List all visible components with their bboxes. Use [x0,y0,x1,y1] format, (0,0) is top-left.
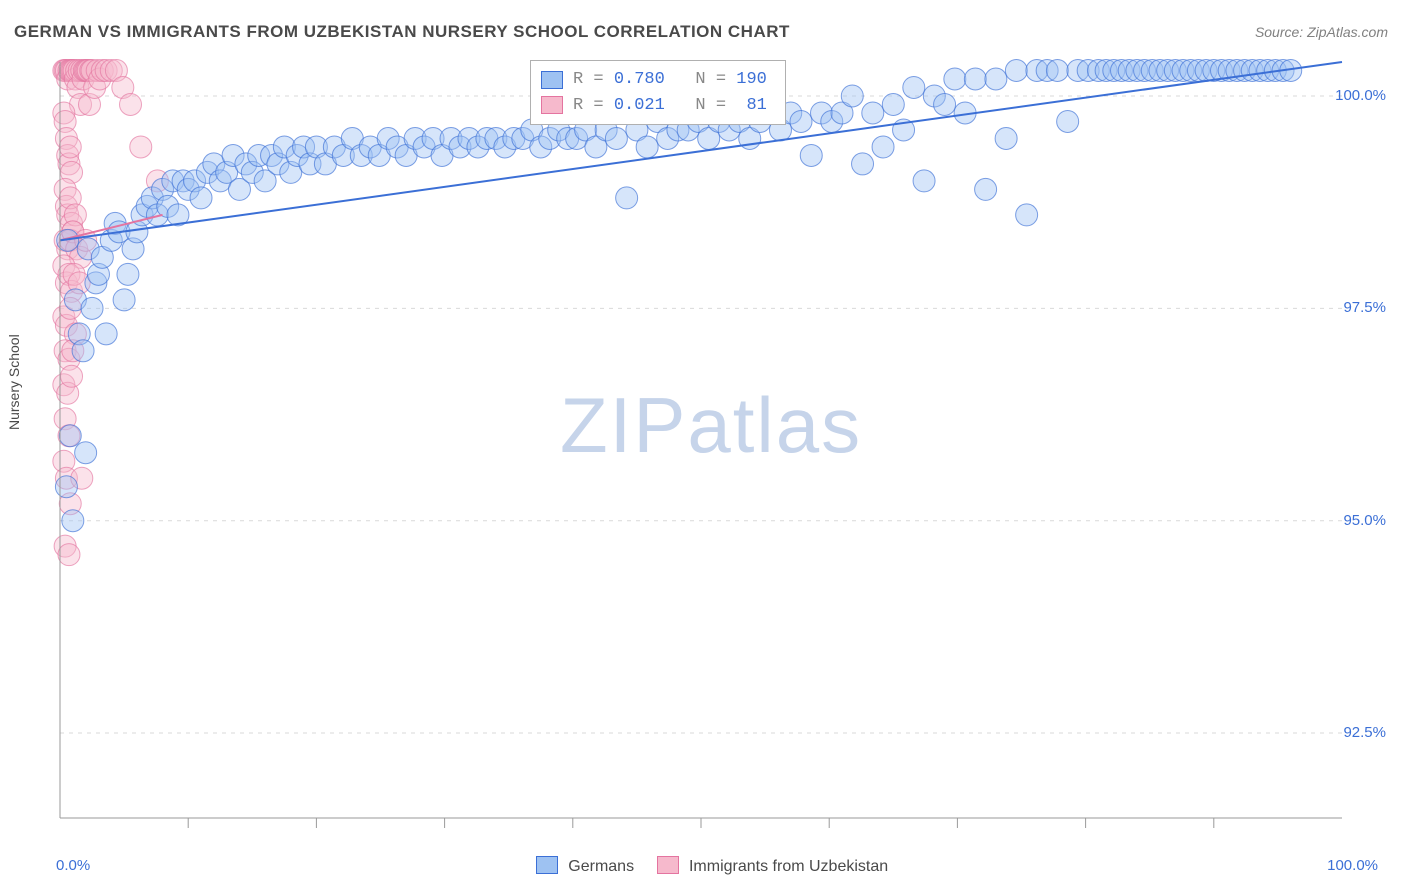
correlation-chart [52,58,1392,838]
stats-row-uzbekistan: R = 0.021 N = 81 [541,93,767,119]
legend-label-uzbekistan: Immigrants from Uzbekistan [689,858,888,875]
y-tick-label: 92.5% [1343,724,1386,741]
swatch-icon [541,71,563,89]
swatch-icon [536,856,558,874]
y-tick-label: 97.5% [1343,299,1386,316]
swatch-icon [541,96,563,114]
y-axis-label: Nursery School [6,334,22,430]
legend-label-germans: Germans [568,858,634,875]
y-tick-label: 100.0% [1335,87,1386,104]
stats-legend-box: R = 0.780 N = 190 R = 0.021 N = 81 [530,60,786,125]
y-tick-label: 95.0% [1343,512,1386,529]
source-attribution: Source: ZipAtlas.com [1255,24,1388,40]
swatch-icon [657,856,679,874]
stats-row-germans: R = 0.780 N = 190 [541,67,767,93]
chart-title: GERMAN VS IMMIGRANTS FROM UZBEKISTAN NUR… [14,22,790,42]
series-legend: Germans Immigrants from Uzbekistan [0,856,1406,876]
